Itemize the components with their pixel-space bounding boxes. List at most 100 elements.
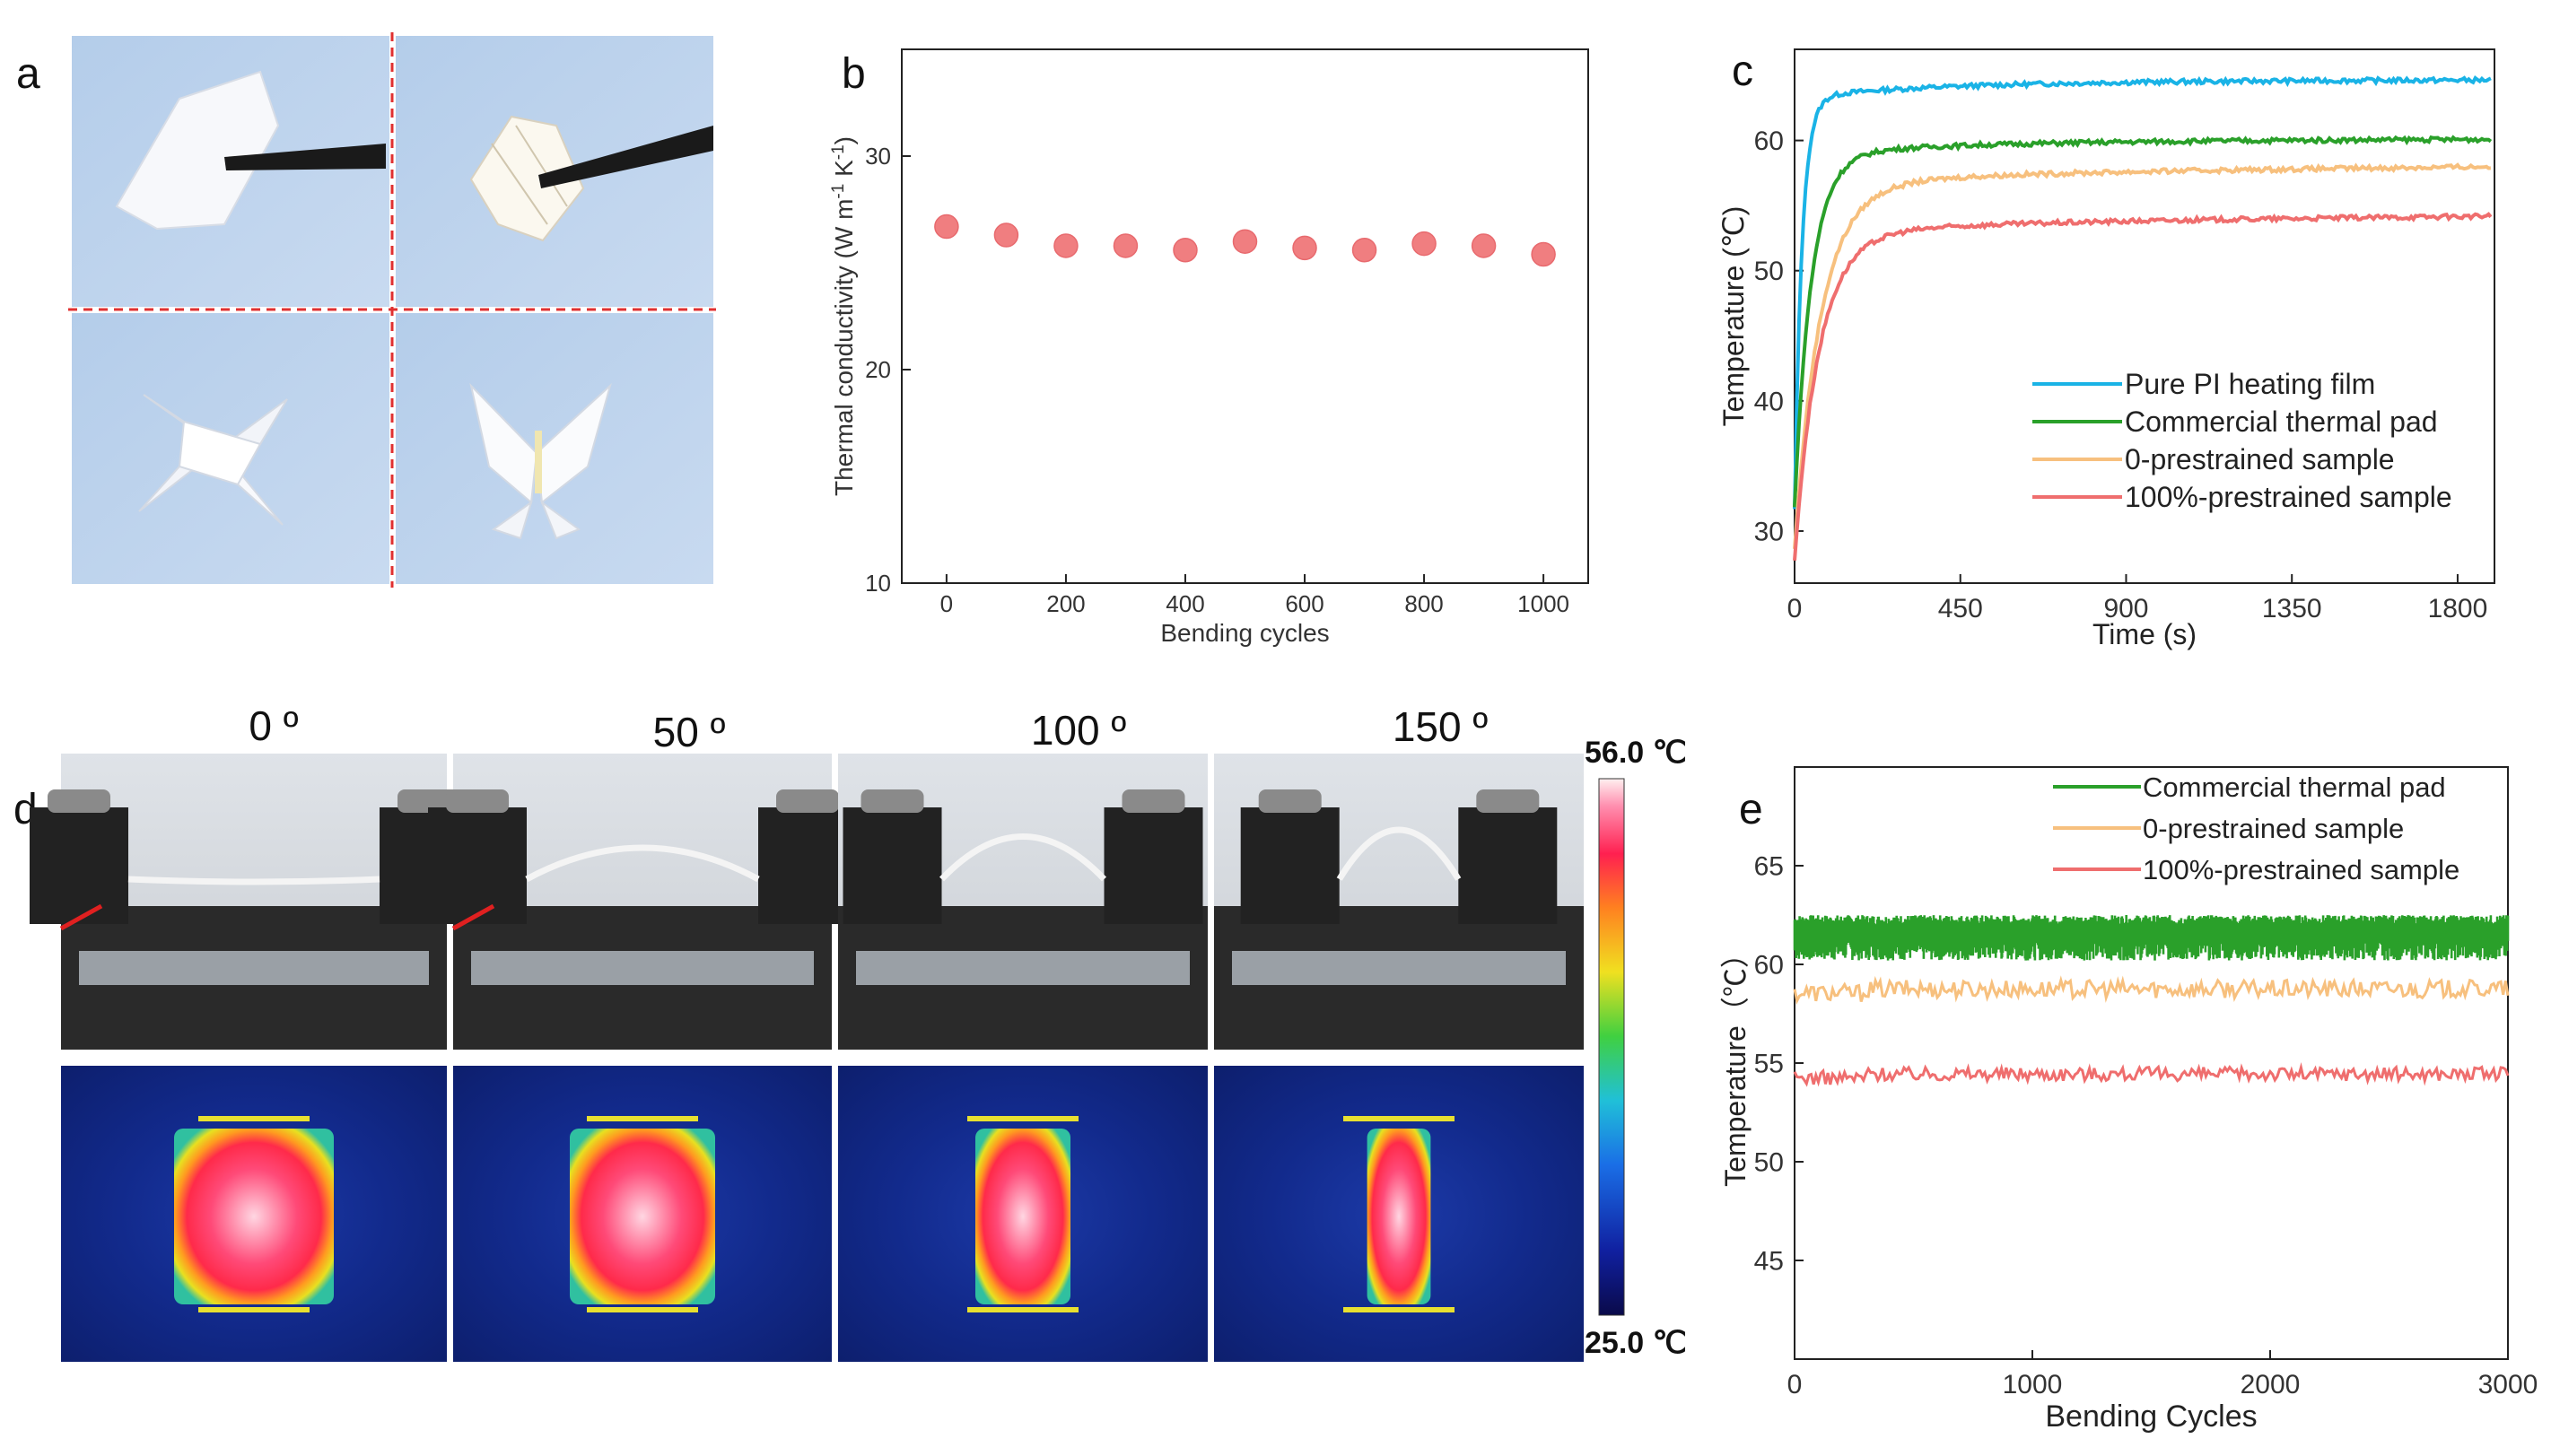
bent-film — [1336, 826, 1462, 881]
x-tick-label: 400 — [1166, 590, 1204, 617]
legend-label: Commercial thermal pad — [2143, 772, 2446, 803]
left-clamp — [1240, 807, 1340, 924]
colorbar-min-label: 25.0 ℃ — [1585, 1326, 1687, 1360]
screw-rod — [1232, 951, 1566, 985]
thermal-image-0 — [61, 1066, 447, 1362]
legend-label: Commercial thermal pad — [2125, 405, 2438, 438]
y-tick-label: 30 — [1754, 517, 1784, 546]
legend-label: 0-prestrained sample — [2125, 443, 2395, 475]
data-point — [1053, 233, 1079, 258]
screw-rod — [471, 951, 814, 985]
panel-label-a: a — [16, 50, 40, 98]
y-tick-label: 55 — [1754, 1050, 1784, 1079]
panel-d: d 0 º 50 º 100 º 150 º 56.0 ℃ 25.0 ℃ — [13, 702, 1687, 1362]
series-line — [1793, 135, 2493, 508]
data-point — [934, 214, 959, 240]
x-axis-label: Time (s) — [2092, 618, 2197, 650]
thermal-image-2 — [838, 1066, 1208, 1362]
series-band — [1793, 915, 2510, 961]
data-point — [1173, 237, 1198, 263]
right-knob — [1476, 789, 1540, 813]
y-axis-label-part: -1 — [829, 144, 848, 160]
legend-label: 100%-prestrained sample — [2143, 854, 2459, 885]
bent-film — [939, 833, 1107, 882]
data-point — [1232, 229, 1258, 254]
series-line — [1793, 74, 2492, 510]
data-point — [1292, 235, 1317, 261]
y-tick-label: 10 — [865, 570, 891, 597]
x-tick-label: 1800 — [2428, 594, 2488, 623]
y-axis-label-part: ) — [830, 136, 858, 144]
legend-label: 100%-prestrained sample — [2125, 481, 2452, 513]
y-axis-label: Temperature (℃) — [1717, 206, 1750, 427]
data-point — [1113, 233, 1139, 258]
bending-photo-0 — [30, 754, 478, 1050]
bending-photo-1 — [428, 754, 857, 1050]
hot-zone — [174, 1129, 334, 1304]
x-tick-label: 1000 — [2003, 1370, 2063, 1399]
bending-photo-2 — [838, 754, 1208, 1050]
hot-zone — [1367, 1129, 1431, 1304]
y-tick-label: 50 — [1754, 257, 1784, 286]
series-line — [1793, 212, 2493, 561]
y-axis-label: Temperature（℃） — [1719, 939, 1752, 1187]
x-tick-label: 450 — [1938, 594, 1983, 623]
bending-photos — [30, 754, 1584, 1050]
series-line — [1793, 162, 2491, 550]
hot-zone — [570, 1129, 715, 1304]
photo-accordion-fold — [396, 36, 713, 307]
panel-e-temperature-cycles-chart: e 0 1000 2000 3000 45 50 55 60 65 Bending Cycles T… — [1719, 766, 2538, 1434]
panel-label-b: b — [842, 50, 866, 98]
data-point — [1411, 231, 1437, 257]
data-point — [1351, 237, 1377, 263]
panel-b-thermal-conductivity-chart: b 0 200 400 600 800 1000 10 20 30 Bending cycles T… — [829, 48, 1589, 647]
y-axis-label-part: -1 — [829, 184, 848, 199]
thermal-image-3 — [1214, 1066, 1584, 1362]
legend-label: 0-prestrained sample — [2143, 813, 2404, 844]
x-axis-label: Bending Cycles — [2045, 1399, 2257, 1434]
y-tick-label: 40 — [1754, 387, 1784, 416]
red-wire — [59, 903, 103, 931]
photo-butterfly — [396, 313, 713, 584]
series-line — [1793, 975, 2510, 1006]
left-clamp — [843, 807, 942, 924]
x-tick-label: 0 — [1787, 1370, 1803, 1399]
left-knob — [1258, 789, 1322, 813]
thermal-image-1 — [453, 1066, 832, 1362]
x-tick-label: 600 — [1285, 590, 1324, 617]
data-point — [1471, 233, 1497, 258]
colorbar: 56.0 ℃ 25.0 ℃ — [1585, 736, 1687, 1360]
photo-folded-sheet — [72, 36, 389, 307]
series-line — [1793, 1062, 2510, 1087]
y-tick-label: 65 — [1754, 852, 1784, 882]
plot-frame — [901, 48, 1589, 584]
right-knob — [776, 789, 839, 813]
x-tick-label: 800 — [1404, 590, 1443, 617]
x-tick-label: 0 — [940, 590, 953, 617]
panel-label-e: e — [1739, 786, 1763, 833]
panel-a: a — [16, 32, 716, 588]
x-tick-label: 1000 — [1517, 590, 1569, 617]
y-tick-label: 30 — [865, 143, 891, 170]
colorbar-max-label: 56.0 ℃ — [1585, 736, 1687, 770]
data-point — [993, 222, 1019, 248]
y-tick-label: 60 — [1754, 951, 1784, 981]
angle-label-100: 100 º — [1031, 707, 1127, 754]
y-tick-label: 60 — [1754, 126, 1784, 156]
y-axis-label-part: K — [830, 160, 858, 184]
y-axis-label-part: Thermal conductivity (W m — [830, 199, 858, 496]
x-tick-label: 2000 — [2241, 1370, 2301, 1399]
x-tick-label: 200 — [1046, 590, 1085, 617]
y-tick-label: 50 — [1754, 1148, 1784, 1178]
legend-label: Pure PI heating film — [2125, 368, 2375, 400]
left-clamp — [30, 807, 128, 924]
red-wire — [451, 903, 495, 931]
bent-film — [127, 876, 380, 885]
angle-label-50: 50 º — [653, 709, 726, 755]
x-tick-label: 1350 — [2262, 594, 2322, 623]
x-tick-label: 3000 — [2478, 1370, 2538, 1399]
plot-frame — [1794, 48, 2495, 584]
x-tick-label: 0 — [1787, 594, 1803, 623]
left-knob — [48, 789, 110, 813]
